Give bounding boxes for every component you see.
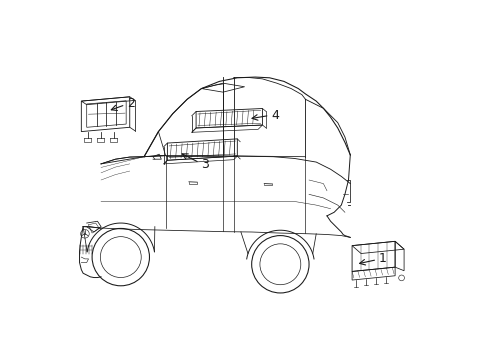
Text: 4: 4: [271, 109, 279, 122]
Text: 3: 3: [201, 158, 208, 171]
Text: 1: 1: [378, 252, 386, 265]
Text: 2: 2: [127, 97, 135, 110]
